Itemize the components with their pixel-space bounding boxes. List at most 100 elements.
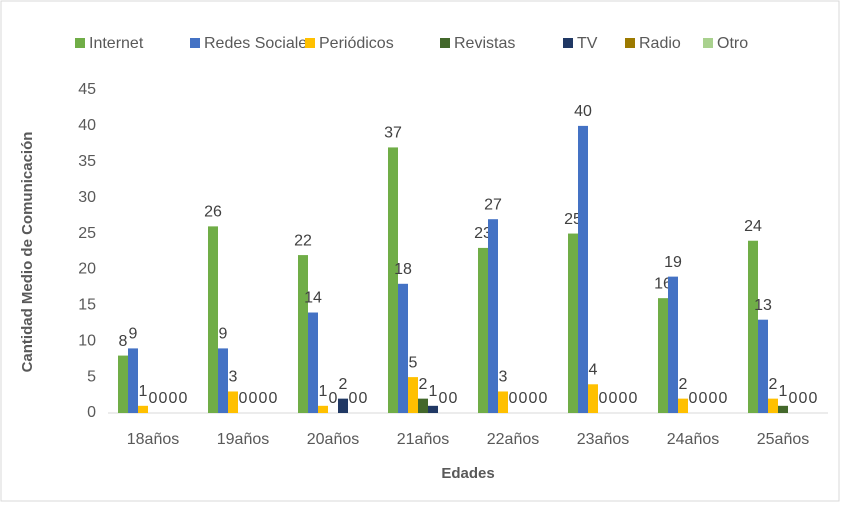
legend-label: Internet [89, 35, 144, 52]
data-label: 0 [629, 390, 638, 407]
data-label: 0 [539, 390, 548, 407]
data-label: 0 [519, 390, 528, 407]
data-label: 0 [149, 390, 158, 407]
data-label: 0 [809, 390, 818, 407]
bar [588, 384, 598, 413]
data-label: 1 [779, 383, 788, 400]
bar [138, 405, 148, 413]
data-label: 0 [609, 390, 618, 407]
data-label: 0 [249, 390, 258, 407]
bar [478, 247, 488, 413]
legend-label: Redes Sociales [204, 35, 315, 52]
y-tick-label: 45 [78, 81, 96, 98]
data-label: 0 [719, 390, 728, 407]
bar [228, 391, 238, 413]
data-label: 1 [429, 383, 438, 400]
data-label: 18 [394, 261, 412, 278]
data-label: 2 [419, 376, 428, 393]
data-label: 0 [529, 390, 538, 407]
y-tick-label: 5 [87, 368, 96, 385]
data-label: 8 [119, 333, 128, 350]
legend-swatch [440, 38, 450, 48]
data-label: 0 [269, 390, 278, 407]
x-tick-label: 22años [487, 431, 540, 448]
bar [218, 348, 228, 413]
bar [208, 226, 218, 413]
bar [758, 319, 768, 413]
data-label: 1 [319, 383, 328, 400]
bar [778, 405, 788, 413]
x-tick-label: 23años [577, 431, 630, 448]
data-label: 0 [169, 390, 178, 407]
x-tick-label: 21años [397, 431, 450, 448]
legend-label: Radio [639, 35, 681, 52]
bar [498, 391, 508, 413]
bar [318, 405, 328, 413]
bar [118, 355, 128, 413]
data-label: 0 [159, 390, 168, 407]
data-label: 0 [359, 390, 368, 407]
legend-swatch [625, 38, 635, 48]
x-tick-label: 19años [217, 431, 270, 448]
bar [668, 276, 678, 413]
x-axis-title: Edades [441, 465, 494, 482]
data-label: 26 [204, 204, 222, 221]
y-tick-label: 10 [78, 332, 96, 349]
bar [308, 312, 318, 413]
legend-label: Periódicos [319, 35, 394, 52]
data-label: 22 [294, 232, 312, 249]
data-label: 13 [754, 297, 772, 314]
bar [748, 240, 758, 413]
data-label: 0 [449, 390, 458, 407]
legend-swatch [563, 38, 573, 48]
data-label: 0 [259, 390, 268, 407]
bar [128, 348, 138, 413]
y-tick-label: 40 [78, 117, 96, 134]
data-label: 25 [564, 211, 582, 228]
legend-swatch [305, 38, 315, 48]
data-label: 27 [484, 196, 502, 213]
data-label: 19 [664, 254, 682, 271]
x-tick-label: 25años [757, 431, 810, 448]
y-tick-label: 35 [78, 153, 96, 170]
bar [488, 219, 498, 413]
legend-label: Revistas [454, 35, 515, 52]
data-label: 0 [599, 390, 608, 407]
data-label: 23 [474, 225, 492, 242]
data-label: 0 [699, 390, 708, 407]
bar [568, 233, 578, 413]
data-label: 9 [129, 326, 138, 343]
data-label: 2 [769, 376, 778, 393]
data-label: 16 [654, 275, 672, 292]
x-tick-label: 24años [667, 431, 720, 448]
legend-swatch [75, 38, 85, 48]
data-label: 1 [139, 383, 148, 400]
data-label: 2 [679, 376, 688, 393]
data-label: 0 [349, 390, 358, 407]
data-label: 0 [799, 390, 808, 407]
y-tick-label: 15 [78, 297, 96, 314]
data-label: 0 [329, 390, 338, 407]
data-label: 0 [439, 390, 448, 407]
data-label: 4 [589, 362, 598, 379]
x-tick-label: 20años [307, 431, 360, 448]
x-tick-label: 18años [127, 431, 180, 448]
legend-swatch [190, 38, 200, 48]
data-label: 0 [179, 390, 188, 407]
bar [398, 283, 408, 413]
data-label: 3 [229, 369, 238, 386]
bar [298, 255, 308, 413]
data-label: 14 [304, 290, 322, 307]
bar [678, 398, 688, 413]
y-tick-label: 25 [78, 225, 96, 242]
data-label: 40 [574, 103, 592, 120]
data-label: 0 [709, 390, 718, 407]
bar [338, 398, 348, 413]
bar [408, 377, 418, 413]
bar [428, 405, 438, 413]
y-tick-label: 20 [78, 261, 96, 278]
bar [418, 398, 428, 413]
data-label: 9 [219, 326, 228, 343]
